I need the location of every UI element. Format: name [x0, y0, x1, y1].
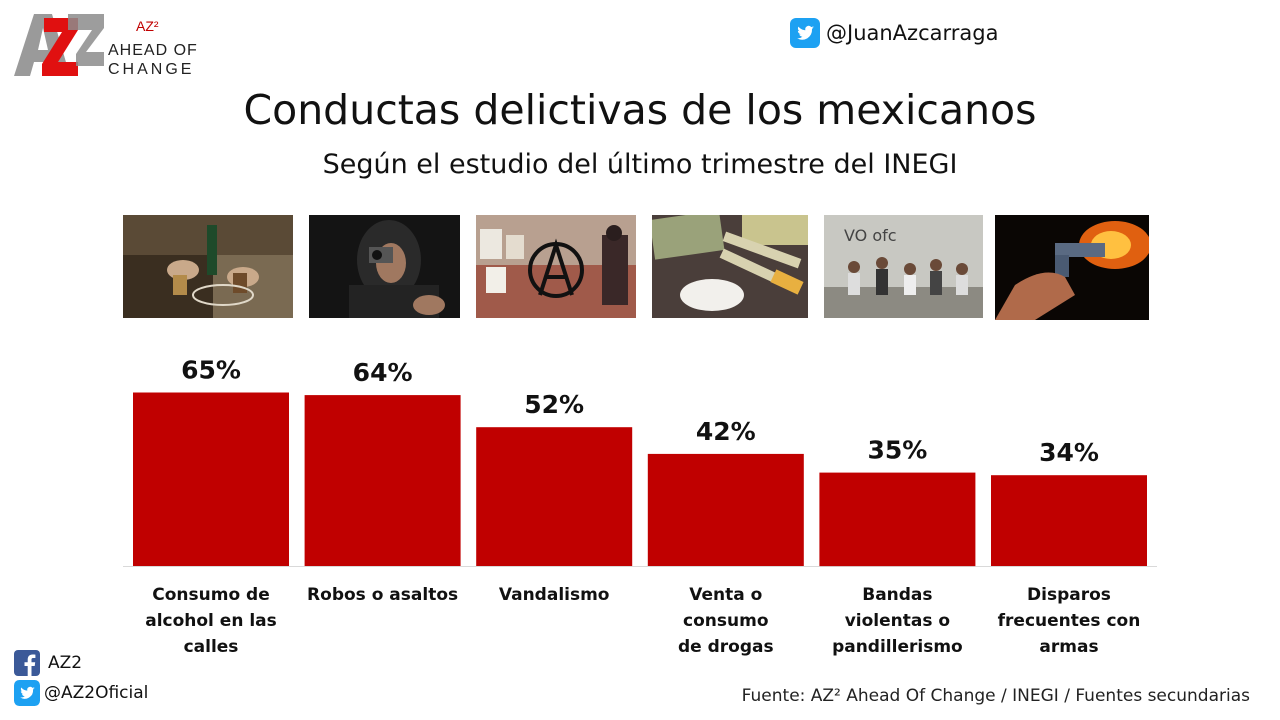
bar-4	[819, 472, 976, 567]
category-label-1: Robos o asaltos	[302, 582, 464, 608]
category-label-0: Consumo de alcohol en las calles	[130, 582, 292, 660]
category-label-4: Bandas violentas o pandillerismo	[816, 582, 978, 660]
chart-subtitle: Según el estudio del último trimestre de…	[322, 149, 958, 180]
category-label-line: de drogas	[677, 637, 774, 657]
photo-alcohol	[123, 215, 293, 318]
chart-title: Conductas delictivas de los mexicanos	[243, 86, 1037, 134]
photo-drugs	[652, 215, 808, 318]
footer-twitter-handle: @AZ2Oficial	[44, 683, 149, 703]
bar-3	[647, 453, 804, 566]
category-label-line: Consumo de	[152, 585, 270, 605]
bar-value-label-3: 42%	[696, 417, 756, 446]
logo-tagline-line1: AHEAD OF	[108, 42, 198, 59]
header-twitter[interactable]: @JuanAzcarraga	[790, 18, 998, 48]
footer-twitter[interactable]: @AZ2Oficial	[14, 680, 148, 706]
category-label-5: Disparos frecuentes con armas	[988, 582, 1150, 660]
category-label-line: Venta o consumo	[683, 585, 769, 631]
bar-value-label-0: 65%	[181, 356, 241, 385]
bar-value-label-1: 64%	[353, 358, 413, 387]
footer-facebook-label: AZ2	[48, 653, 83, 673]
photo-shooting	[995, 215, 1149, 320]
category-label-line: alcohol en las	[145, 611, 277, 631]
category-label-2: Vandalismo	[473, 582, 635, 608]
category-label-line: calles	[183, 637, 239, 657]
source-note: Fuente: AZ² Ahead Of Change / INEGI / Fu…	[741, 686, 1250, 706]
category-label-line: Bandas violentas o	[844, 585, 951, 631]
logo-tagline-line2: CHANGE	[108, 61, 195, 78]
category-label-line: armas	[1039, 637, 1099, 657]
header-twitter-handle: @JuanAzcarraga	[826, 21, 999, 45]
category-label-line: Disparos	[1027, 585, 1111, 605]
logo-superscript: AZ²	[136, 18, 159, 34]
bar-value-label-2: 52%	[524, 390, 584, 419]
photo-robbery	[309, 215, 460, 318]
footer-facebook[interactable]: AZ2	[14, 650, 82, 676]
photo-gangs: VO ofc	[824, 215, 983, 318]
photo-vandalism	[476, 215, 636, 318]
bar-value-label-4: 35%	[867, 436, 927, 465]
bar-value-label-5: 34%	[1039, 438, 1099, 467]
category-label-line: pandillerismo	[832, 637, 963, 657]
twitter-icon	[14, 680, 40, 706]
category-label-line: Vandalismo	[498, 585, 610, 605]
facebook-icon	[14, 650, 40, 676]
category-label-line: Robos o asaltos	[307, 585, 459, 605]
category-label-3: Venta o consumo de drogas	[645, 582, 807, 660]
bar-2	[476, 427, 633, 566]
twitter-icon	[790, 18, 820, 48]
bar-1	[304, 395, 461, 566]
bar-0	[133, 392, 289, 566]
category-label-line: frecuentes con	[997, 611, 1141, 631]
bar-5	[991, 475, 1147, 566]
az2-logo: AZ² AHEAD OF CHANGE	[12, 10, 212, 82]
svg-text:VO ofc: VO ofc	[844, 226, 897, 245]
az2-logo-icon	[14, 14, 104, 76]
